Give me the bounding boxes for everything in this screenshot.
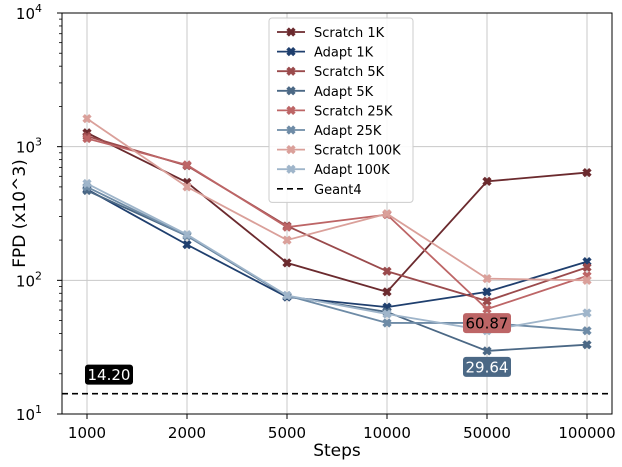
data-point [82, 178, 92, 189]
legend-label: Geant4 [314, 183, 362, 198]
legend-label: Adapt 100K [314, 163, 390, 178]
legend-label: Adapt 25K [314, 124, 382, 139]
value-annotation: 14.20 [85, 364, 133, 385]
data-point [282, 235, 292, 245]
data-point [382, 318, 392, 328]
series-line [86, 117, 588, 282]
data-point [282, 258, 292, 268]
legend-marker [286, 125, 296, 135]
x-axis-ticks: 1000 2000 5000 10000 50000 100000 [68, 414, 616, 442]
data-point [182, 160, 192, 170]
data-point [82, 133, 92, 144]
y-tick-label: 103 [16, 136, 42, 157]
data-point [482, 346, 492, 356]
data-point [582, 262, 592, 273]
series-adapt-5k [82, 185, 592, 356]
data-point [182, 239, 192, 250]
legend-label: Scratch 100K [314, 144, 401, 159]
series-line [86, 188, 588, 309]
legend-marker [286, 105, 296, 116]
legend-item: Adapt 100K [277, 163, 390, 178]
x-tick-label: 2000 [168, 424, 206, 442]
data-point [482, 287, 492, 297]
y-tick-label: 102 [16, 269, 42, 290]
data-point [182, 182, 192, 192]
series-line [86, 186, 588, 332]
x-tick-label: 1000 [68, 424, 106, 442]
legend-marker [286, 86, 296, 96]
annotation-box [463, 313, 511, 334]
series-line [86, 137, 588, 311]
legend-marker [286, 144, 296, 155]
legend-item: Geant4 [277, 183, 362, 198]
legend: Scratch 1K Adapt 1K Scratch 5K Adapt 5K Scra… [268, 17, 414, 203]
legend-item: Adapt 25K [277, 124, 382, 139]
legend-marker [286, 46, 296, 57]
annotation-label: 14.20 [88, 366, 131, 384]
value-annotation: 60.87 [463, 313, 511, 334]
data-point [382, 309, 392, 319]
data-point [482, 176, 492, 186]
y-tick-label: 101 [16, 403, 42, 424]
legend-label: Adapt 5K [314, 85, 374, 100]
series-adapt-25k [82, 182, 592, 336]
legend-label: Scratch 5K [314, 65, 385, 80]
legend-label: Adapt 1K [314, 46, 374, 61]
legend-item: Scratch 5K [277, 65, 385, 80]
legend-item: Scratch 25K [277, 104, 393, 119]
y-axis-label: FPD (x10^3) [10, 159, 30, 268]
data-point [482, 304, 492, 314]
data-point [82, 114, 92, 124]
x-tick-label: 10000 [363, 424, 411, 442]
data-point [582, 340, 592, 350]
legend-item: Scratch 100K [277, 144, 401, 159]
annotation-label: 29.64 [466, 358, 509, 376]
data-point [582, 167, 592, 178]
data-point [582, 326, 592, 336]
data-point [582, 308, 592, 318]
legend-label: Scratch 25K [314, 104, 393, 119]
series-layer [62, 114, 612, 395]
data-point [382, 287, 392, 297]
legend-item: Scratch 1K [277, 26, 385, 41]
data-point [182, 229, 192, 240]
plot-frame [61, 12, 613, 415]
data-point [482, 296, 492, 306]
x-axis-label: Steps [313, 441, 361, 461]
annotation-layer: 14.20 60.87 29.64 [85, 313, 511, 385]
data-point [282, 222, 292, 232]
x-tick-label: 100000 [558, 424, 615, 442]
x-tick-label: 50000 [463, 424, 511, 442]
annotation-box [463, 356, 511, 377]
legend-box [268, 17, 414, 203]
series-line [86, 131, 588, 293]
annotation-label: 60.87 [466, 315, 509, 333]
x-tick-label: 5000 [268, 424, 306, 442]
legend-item: Adapt 1K [277, 46, 374, 61]
legend-label: Scratch 1K [314, 26, 385, 41]
y-axis-ticks: 101 102 103 104 [16, 2, 62, 424]
legend-marker [286, 164, 296, 174]
legend-item: Adapt 5K [277, 85, 374, 100]
data-point [282, 290, 292, 301]
legend-marker [286, 66, 296, 76]
series-scratch-100k [82, 114, 592, 285]
annotation-box [85, 364, 133, 385]
data-point [482, 273, 492, 284]
data-point [382, 266, 392, 276]
data-point [582, 275, 592, 285]
y-tick-label: 104 [16, 2, 42, 23]
data-point [382, 209, 392, 219]
value-annotation: 29.64 [463, 356, 511, 377]
legend-marker [286, 27, 296, 37]
